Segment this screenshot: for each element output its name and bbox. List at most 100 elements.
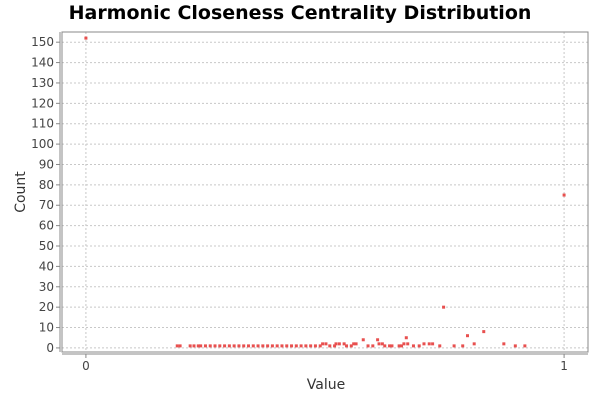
data-point xyxy=(562,193,566,197)
data-points xyxy=(84,36,566,348)
y-tick-label: 10 xyxy=(39,321,54,335)
data-point xyxy=(377,342,381,346)
data-point xyxy=(380,342,384,346)
data-point xyxy=(321,342,325,346)
data-point xyxy=(213,344,217,348)
data-point xyxy=(406,342,410,346)
data-point xyxy=(333,344,337,348)
data-point xyxy=(313,344,317,348)
y-tick-label: 90 xyxy=(39,157,54,171)
tick-layer: 0 10 20 30 40 50 60 70 80 90 100 110 120 130 140 150 0 1 xyxy=(31,35,568,373)
data-point xyxy=(417,344,421,348)
data-point xyxy=(376,338,380,342)
data-point xyxy=(324,342,328,346)
x-tick-label: 1 xyxy=(560,359,568,373)
data-point xyxy=(290,344,294,348)
chart-title: Harmonic Closeness Centrality Distributi… xyxy=(68,2,532,24)
data-point xyxy=(218,344,222,348)
data-point xyxy=(383,344,387,348)
data-point xyxy=(294,344,298,348)
y-tick-label: 130 xyxy=(31,76,54,90)
data-point xyxy=(84,36,88,40)
data-point xyxy=(502,342,506,346)
data-point xyxy=(237,344,241,348)
data-point xyxy=(242,344,246,348)
data-point xyxy=(285,344,289,348)
y-tick-label: 30 xyxy=(39,280,54,294)
data-point xyxy=(196,344,200,348)
y-tick-label: 50 xyxy=(39,239,54,253)
data-point xyxy=(513,344,517,348)
y-tick-label: 70 xyxy=(39,198,54,212)
data-point xyxy=(411,344,415,348)
data-point xyxy=(309,344,313,348)
data-point xyxy=(397,344,401,348)
data-point xyxy=(402,342,406,346)
data-point xyxy=(188,344,192,348)
x-tick-label: 0 xyxy=(82,359,90,373)
data-point xyxy=(452,344,456,348)
data-point xyxy=(280,344,284,348)
y-tick-label: 120 xyxy=(31,96,54,110)
data-point xyxy=(178,344,182,348)
data-point xyxy=(175,344,179,348)
data-point xyxy=(465,334,469,338)
y-tick-label: 0 xyxy=(46,341,54,355)
data-point xyxy=(371,344,375,348)
data-point xyxy=(275,344,279,348)
data-point xyxy=(261,344,265,348)
data-point xyxy=(354,342,358,346)
data-point xyxy=(232,344,236,348)
data-point xyxy=(361,338,365,342)
data-point xyxy=(337,342,341,346)
y-tick-label: 140 xyxy=(31,56,54,70)
y-tick-label: 100 xyxy=(31,137,54,151)
y-tick-label: 40 xyxy=(39,259,54,273)
data-point xyxy=(366,344,370,348)
data-point xyxy=(318,344,322,348)
data-point xyxy=(345,344,349,348)
data-point xyxy=(482,330,486,334)
data-point xyxy=(523,344,527,348)
data-point xyxy=(349,344,353,348)
data-point xyxy=(334,342,338,346)
data-point xyxy=(400,344,404,348)
data-point xyxy=(192,344,196,348)
y-tick-label: 110 xyxy=(31,117,54,131)
plot-frame xyxy=(61,31,589,353)
data-point xyxy=(328,344,332,348)
data-point xyxy=(438,344,442,348)
data-point xyxy=(270,344,274,348)
data-point xyxy=(246,344,250,348)
y-tick-label: 80 xyxy=(39,178,54,192)
data-point xyxy=(442,305,446,309)
data-point xyxy=(227,344,231,348)
data-point xyxy=(404,336,408,340)
y-tick-label: 20 xyxy=(39,300,54,314)
data-point xyxy=(352,342,356,346)
y-axis-label: Count xyxy=(13,171,29,213)
data-point xyxy=(427,342,431,346)
data-point xyxy=(390,344,394,348)
data-point xyxy=(431,342,435,346)
data-point xyxy=(199,344,203,348)
y-tick-label: 150 xyxy=(31,35,54,49)
data-point xyxy=(472,342,476,346)
x-axis-label: Value xyxy=(307,377,345,393)
data-point xyxy=(251,344,255,348)
data-point xyxy=(461,344,465,348)
data-point xyxy=(422,342,426,346)
grid-layer xyxy=(62,32,588,352)
data-point xyxy=(299,344,303,348)
data-point xyxy=(342,342,346,346)
data-point xyxy=(304,344,308,348)
data-point xyxy=(256,344,260,348)
data-point xyxy=(388,344,392,348)
data-point xyxy=(223,344,227,348)
data-point xyxy=(266,344,270,348)
y-tick-label: 60 xyxy=(39,219,54,233)
data-point xyxy=(208,344,212,348)
data-point xyxy=(203,344,207,348)
